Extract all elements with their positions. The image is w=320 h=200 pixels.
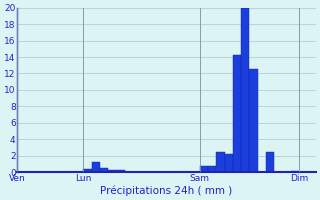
Bar: [216, 152, 225, 172]
Bar: [291, 171, 299, 172]
Bar: [233, 55, 241, 172]
X-axis label: Précipitations 24h ( mm ): Précipitations 24h ( mm ): [100, 185, 233, 196]
Bar: [225, 154, 233, 172]
Bar: [266, 152, 274, 172]
Bar: [117, 170, 125, 172]
Bar: [249, 69, 258, 172]
Bar: [92, 162, 100, 172]
Bar: [100, 168, 108, 172]
Bar: [84, 169, 92, 172]
Bar: [241, 8, 249, 172]
Bar: [208, 166, 216, 172]
Bar: [200, 166, 208, 172]
Bar: [108, 170, 117, 172]
